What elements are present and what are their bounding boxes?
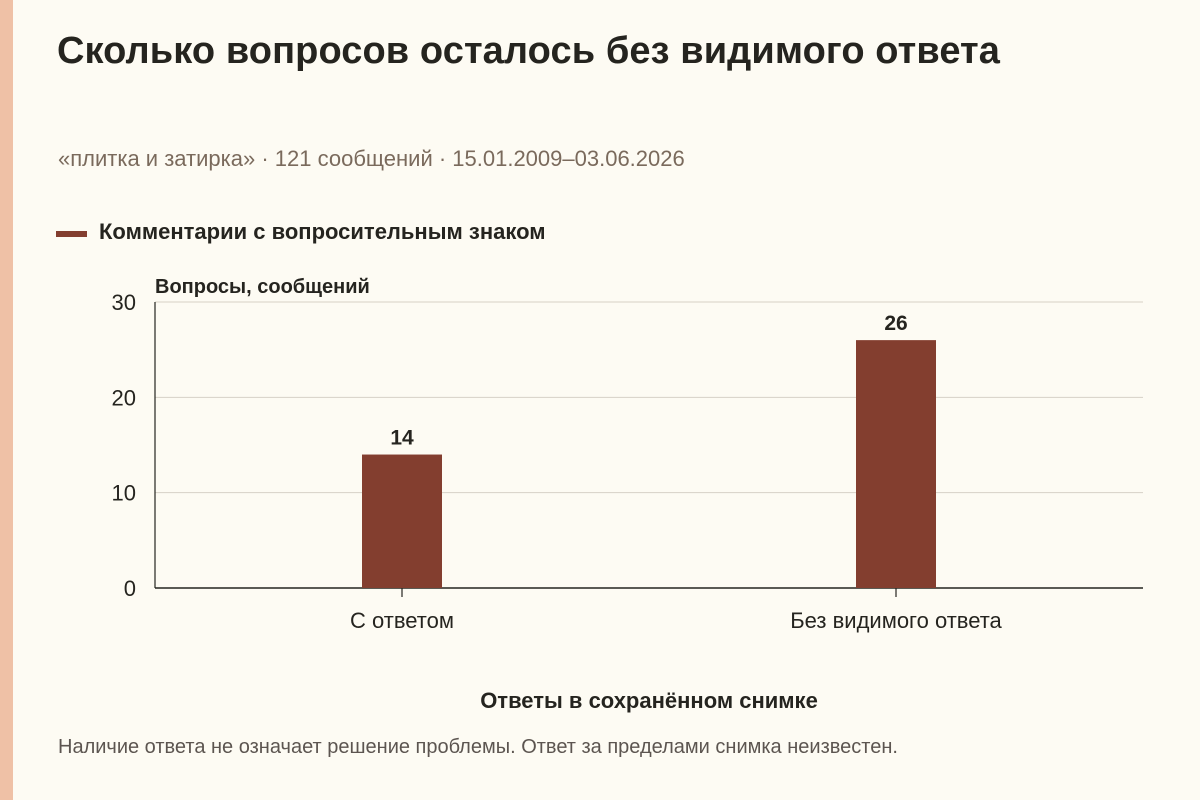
legend: Комментарии с вопросительным знаком <box>56 219 546 245</box>
bar-value-label: 26 <box>884 312 907 335</box>
bar <box>362 454 442 588</box>
y-tick-label: 30 <box>112 290 136 315</box>
chart-subtitle: «плитка и затирка» · 121 сообщений · 15.… <box>58 146 685 171</box>
x-axis-title: Ответы в сохранённом снимке <box>480 688 818 713</box>
accent-strip <box>0 0 13 800</box>
legend-label: Комментарии с вопросительным знаком <box>99 219 546 244</box>
legend-swatch <box>56 231 87 237</box>
x-tick-label: С ответом <box>350 608 454 633</box>
chart-title: Сколько вопросов осталось без видимого о… <box>57 30 1000 72</box>
y-tick-label: 20 <box>112 385 136 410</box>
y-axis-title: Вопросы, сообщений <box>155 276 370 298</box>
y-tick-label: 0 <box>124 576 136 601</box>
y-tick-label: 10 <box>112 481 136 506</box>
bar <box>856 340 936 588</box>
x-tick-label: Без видимого ответа <box>790 608 1002 633</box>
footnote: Наличие ответа не означает решение пробл… <box>58 736 898 758</box>
bar-value-label: 14 <box>390 427 414 450</box>
